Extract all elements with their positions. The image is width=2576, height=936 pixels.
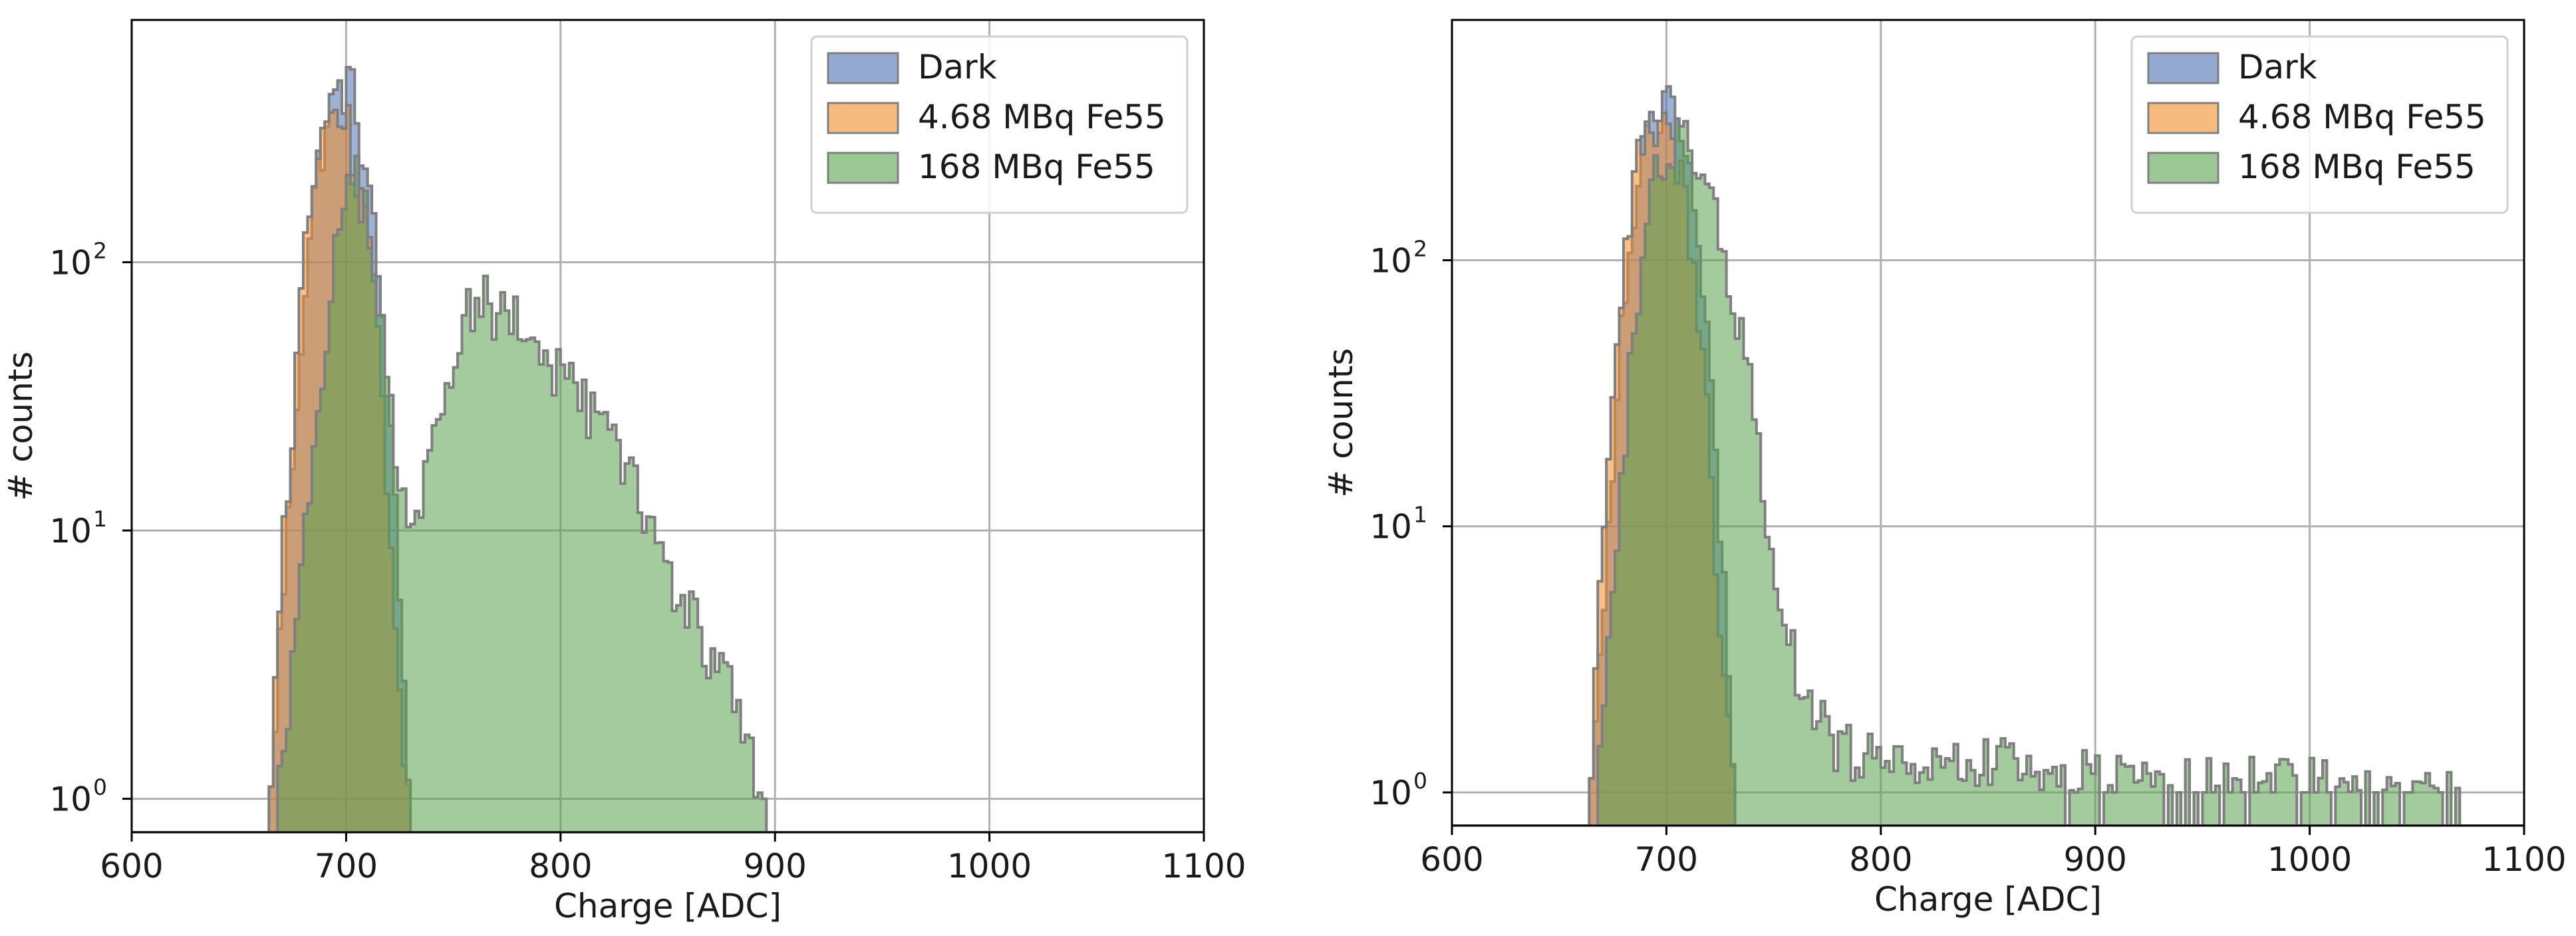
y-tick-label-1: 10 bbox=[1369, 508, 1412, 546]
axes-frame bbox=[1451, 19, 2525, 827]
x-tick-label-4: 1000 bbox=[947, 847, 1032, 885]
histogram-step-3 bbox=[1452, 117, 2524, 826]
y-tick-label-2: 10 bbox=[49, 243, 92, 282]
y-axis-title: # counts bbox=[1, 352, 40, 501]
histogram-step-2 bbox=[1452, 111, 2524, 826]
x-tick-label-2: 800 bbox=[1849, 840, 1912, 879]
y-tick-exponent-2: 2 bbox=[1413, 235, 1427, 261]
legend: Dark 4.68 MBq Fe55 168 MBq Fe55 bbox=[810, 35, 1189, 214]
y-tick-label-2: 10 bbox=[1369, 241, 1412, 280]
histograms bbox=[1452, 85, 2524, 826]
y-tick-label-1: 10 bbox=[49, 512, 92, 550]
histogram-step-2 bbox=[132, 104, 1204, 832]
legend-swatch-3 bbox=[2147, 152, 2219, 184]
y-tick-exponent-0: 0 bbox=[1413, 768, 1427, 794]
y-tick-exponent-2: 2 bbox=[93, 237, 107, 263]
y-axis-title: # counts bbox=[1322, 348, 1360, 498]
legend: Dark 4.68 MBq Fe55 168 MBq Fe55 bbox=[2130, 35, 2509, 214]
legend-label-1: Dark bbox=[918, 48, 997, 86]
y-tick-label-0: 10 bbox=[49, 780, 92, 819]
x-tick-label-0: 600 bbox=[1420, 840, 1483, 879]
legend-label-2: 4.68 MBq Fe55 bbox=[2238, 98, 2486, 136]
legend-box bbox=[810, 35, 1189, 214]
legend-label-1: Dark bbox=[2238, 48, 2317, 86]
x-axis-title: Charge [ADC] bbox=[1874, 880, 2102, 919]
legend-box bbox=[2130, 35, 2509, 214]
axes-frame bbox=[130, 19, 1205, 834]
x-tick-label-4: 1000 bbox=[2267, 840, 2352, 879]
histogram-fill-3 bbox=[1452, 118, 2524, 826]
x-tick-label-5: 1100 bbox=[1161, 847, 1246, 885]
legend-swatch-1 bbox=[2147, 52, 2219, 84]
x-tick-label-2: 800 bbox=[529, 847, 592, 885]
x-axis-title: Charge [ADC] bbox=[554, 887, 782, 925]
x-tick-label-0: 600 bbox=[100, 847, 163, 885]
y-tick-exponent-1: 1 bbox=[93, 506, 107, 532]
legend-swatch-3 bbox=[827, 152, 899, 184]
legend-label-3: 168 MBq Fe55 bbox=[918, 148, 1155, 186]
legend-swatch-2 bbox=[827, 102, 899, 134]
histogram-fill-3 bbox=[132, 156, 1204, 832]
x-tick-label-3: 900 bbox=[2063, 840, 2126, 879]
x-tick-label-1: 700 bbox=[1635, 840, 1698, 879]
y-tick-exponent-0: 0 bbox=[93, 774, 107, 800]
y-tick-exponent-1: 1 bbox=[1413, 502, 1427, 528]
legend-label-3: 168 MBq Fe55 bbox=[2238, 148, 2476, 186]
x-tick-label-3: 900 bbox=[743, 847, 806, 885]
y-tick-label-0: 10 bbox=[1369, 774, 1412, 812]
x-tick-label-1: 700 bbox=[315, 847, 378, 885]
legend-swatch-2 bbox=[2147, 102, 2219, 134]
x-tick-label-5: 1100 bbox=[2482, 840, 2566, 879]
legend-swatch-1 bbox=[827, 52, 899, 84]
histogram-step-3 bbox=[132, 154, 1204, 832]
legend-label-2: 4.68 MBq Fe55 bbox=[918, 98, 1166, 136]
histograms bbox=[132, 66, 1204, 832]
